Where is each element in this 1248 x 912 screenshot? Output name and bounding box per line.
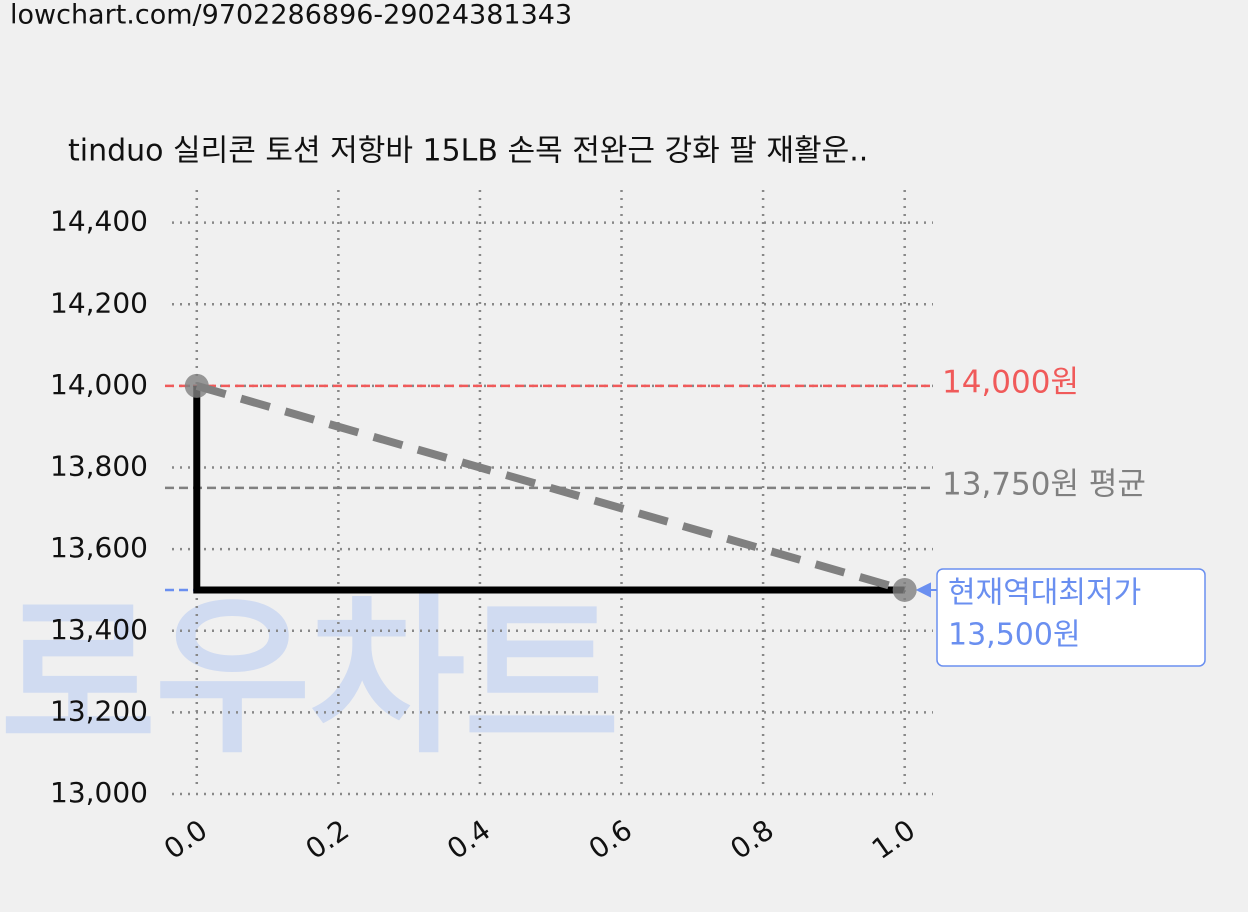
x-tick-label: 0.6 (583, 813, 638, 866)
y-tick-label: 14,400 (50, 205, 148, 238)
url: lowchart.com/9702286896-29024381343 (10, 0, 572, 31)
reference-label: 14,000원 (942, 364, 1079, 400)
price-line (193, 385, 905, 594)
x-tick-label: 0.2 (300, 813, 355, 866)
trend-line (195, 382, 906, 594)
y-tick-label: 13,400 (50, 613, 148, 646)
y-tick-label: 13,200 (50, 694, 148, 727)
arrow (915, 582, 937, 598)
x-tick-label: 0.8 (724, 813, 779, 866)
y-tick-label: 13,800 (50, 450, 148, 483)
annotation-label: 13,500원 (948, 617, 1081, 652)
x-tick-label: 0.4 (441, 813, 496, 866)
annotation-note: 현재역대최저가 (948, 575, 1141, 610)
x-tick-label: 1.0 (866, 813, 921, 866)
x-tick-label: 0.0 (158, 813, 213, 866)
y-tick-label: 13,600 (50, 531, 148, 564)
point (892, 577, 917, 602)
point (184, 373, 209, 398)
chart-title: tinduo 실리콘 토션 저항바 15LB 손목 전완근 강화 팔 재활운.. (68, 134, 868, 169)
y-tick-label: 14,000 (50, 368, 148, 401)
watermark: 로우차트 (0, 579, 620, 777)
y-tick-label: 13,000 (50, 776, 148, 809)
label-box (936, 568, 1206, 667)
reference-label: 13,750원 평균 (942, 466, 1146, 502)
y-tick-label: 14,200 (50, 286, 148, 319)
